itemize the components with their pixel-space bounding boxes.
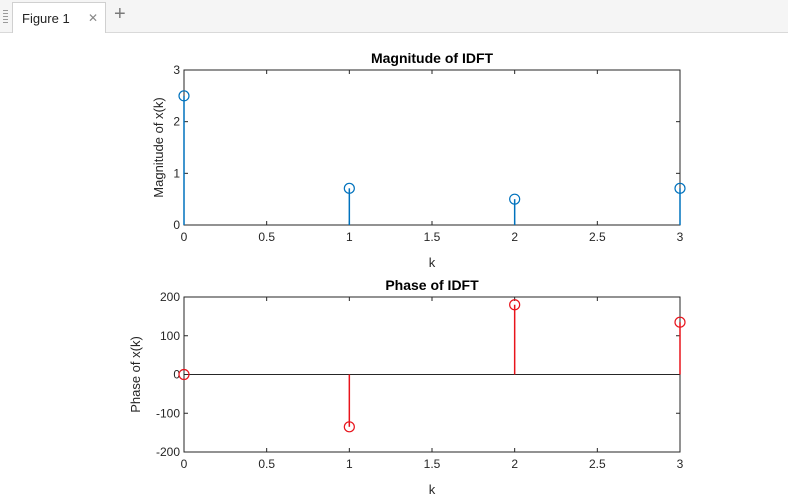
x-axis-label: k [429,255,436,270]
x-tick-label: 2 [511,230,518,244]
close-icon[interactable]: ✕ [88,11,99,25]
x-tick-label: 3 [677,457,684,471]
x-tick-label: 2.5 [589,457,606,471]
y-tick-label: 2 [173,115,180,129]
x-tick-label: 2.5 [589,230,606,244]
y-axis-label: Phase of x(k) [128,336,143,413]
x-tick-label: 0.5 [258,230,275,244]
x-tick-label: 2 [511,457,518,471]
x-tick-label: 1 [346,230,353,244]
x-tick-label: 1.5 [424,457,441,471]
y-tick-label: 200 [160,290,180,304]
y-tick-label: 3 [173,63,180,77]
y-tick-label: 0 [173,218,180,232]
y-axis-label: Magnitude of x(k) [151,97,166,197]
stem-marker [178,90,190,102]
stem-marker [343,421,355,433]
stem-marker [674,316,686,328]
plots-svg: 0 0.5 1 1.5 2 2.5 3 0 1 2 3 Magnitude of IDFT k Magni… [128,50,686,497]
y-tick-label: 100 [160,329,180,343]
drag-grip-icon[interactable] [3,10,8,23]
magnitude-subplot: 0 0.5 1 1.5 2 2.5 3 0 1 2 3 Magnitude of IDFT k Magni… [151,50,686,270]
x-tick-label: 1.5 [424,230,441,244]
tab-label: Figure 1 [22,11,70,26]
stem-marker [509,299,521,311]
x-tick-label: 0 [181,457,188,471]
chart-title: Magnitude of IDFT [371,50,494,66]
x-axis-label: k [429,482,436,497]
stem-marker [178,368,190,381]
figure-canvas: 0 0.5 1 1.5 2 2.5 3 0 1 2 3 Magnitude of IDFT k Magni… [0,33,788,501]
y-tick-label: -200 [156,445,180,459]
x-tick-label: 0 [181,230,188,244]
stem-marker [509,193,521,205]
y-tick-label: 0 [173,368,180,382]
stem-marker [343,182,355,194]
y-tick-label: 1 [173,166,180,180]
axes-box [183,69,681,226]
x-tick-label: 1 [346,457,353,471]
x-tick-label: 3 [677,230,684,244]
stem-marker [674,182,686,194]
tab-figure-1[interactable]: Figure 1 ✕ [12,2,106,33]
chart-title: Phase of IDFT [385,277,479,293]
plus-icon[interactable]: + [114,3,126,25]
y-tick-label: -100 [156,406,180,420]
phase-subplot: 0 0.5 1 1.5 2 2.5 3 -200 -100 0 100 200 Phase of IDF… [128,277,686,497]
figure-tabbar: Figure 1 ✕ + [0,0,788,33]
x-tick-label: 0.5 [258,457,275,471]
